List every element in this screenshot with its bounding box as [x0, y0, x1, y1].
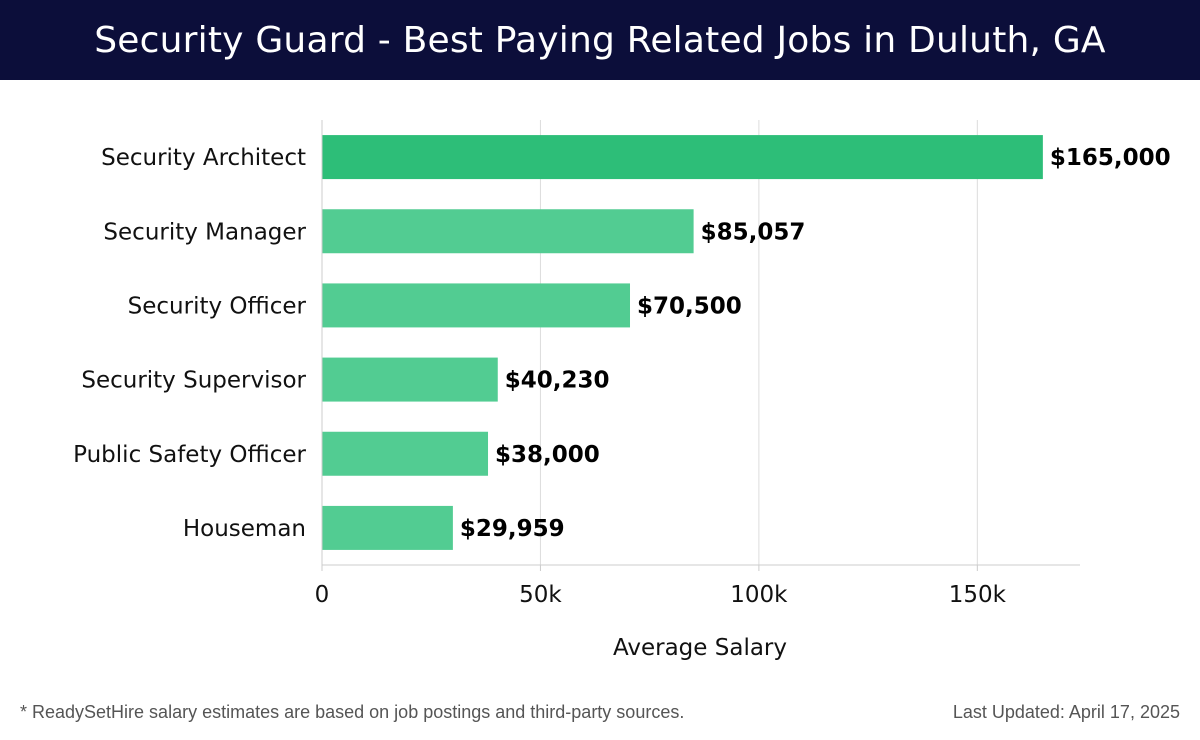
category-label: Houseman	[183, 516, 306, 542]
category-label: Public Safety Officer	[73, 442, 306, 468]
chart-header: Security Guard - Best Paying Related Job…	[0, 0, 1200, 80]
value-label: $70,500	[637, 293, 742, 319]
bar	[322, 431, 489, 476]
bars: $165,000 $85,057 $70,500 $40,230 $38,000 $29,…	[322, 135, 1171, 550]
chart-title: Security Guard - Best Paying Related Job…	[94, 19, 1106, 61]
x-tick-label: 150k	[949, 582, 1007, 608]
value-label: $85,057	[701, 219, 806, 245]
grid-lines	[539, 120, 978, 565]
bar	[322, 505, 453, 550]
x-axis-label: Average Salary	[613, 635, 787, 661]
value-label: $38,000	[495, 442, 600, 468]
value-label: $165,000	[1050, 145, 1171, 171]
x-tick-label: 0	[315, 582, 330, 608]
bar	[322, 357, 498, 402]
last-updated: Last Updated: April 17, 2025	[952, 702, 1180, 722]
x-tick-label: 50k	[519, 582, 562, 608]
x-tick-label: 100k	[730, 582, 788, 608]
category-label: Security Officer	[128, 293, 307, 319]
value-label: $40,230	[505, 368, 610, 394]
bar-chart: $165,000 $85,057 $70,500 $40,230 $38,000 $29,…	[73, 120, 1171, 661]
bar	[322, 135, 1043, 180]
footer-note: * ReadySetHire salary estimates are base…	[20, 702, 685, 722]
category-label: Security Architect	[101, 145, 306, 171]
category-label: Security Supervisor	[81, 368, 306, 394]
category-label: Security Manager	[103, 219, 306, 245]
axes: 0 50k 100k 150k Security Architect Security M…	[73, 120, 1080, 608]
value-label: $29,959	[460, 516, 565, 542]
bar	[322, 283, 631, 328]
bar	[322, 209, 694, 254]
